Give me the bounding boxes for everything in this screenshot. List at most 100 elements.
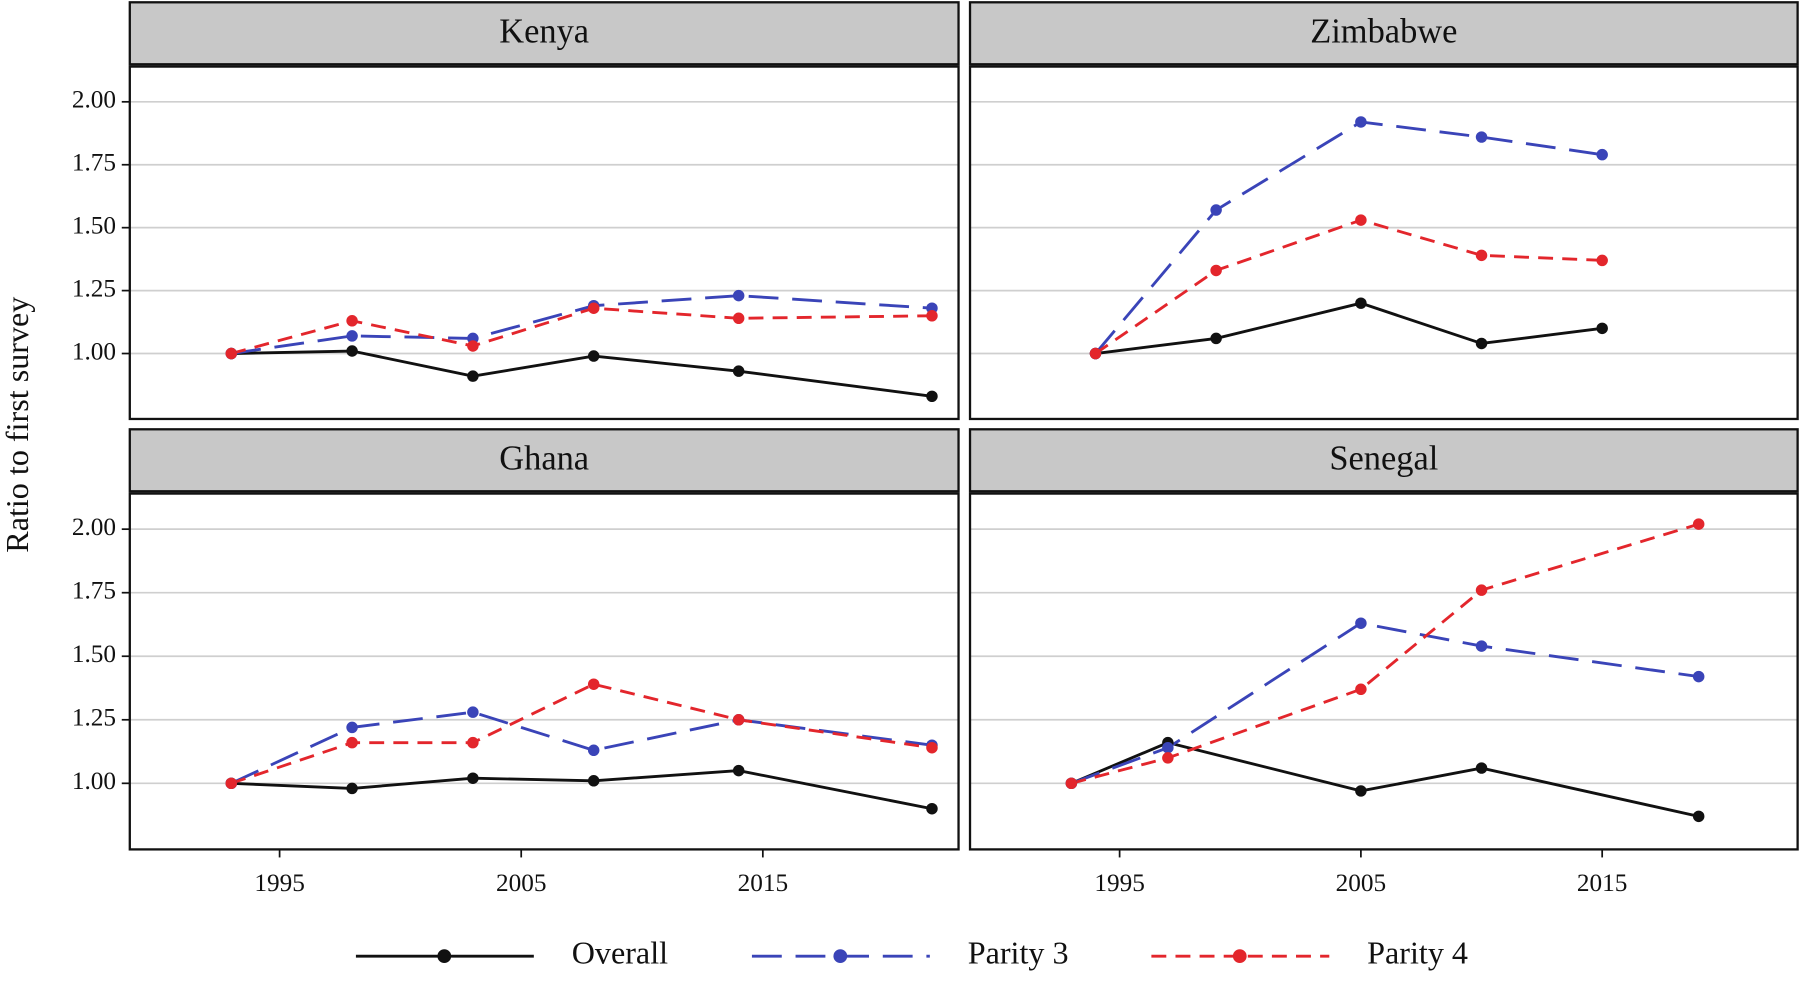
point <box>732 289 745 302</box>
y-tick-label: 1.75 <box>72 149 116 177</box>
panel-title: Ghana <box>499 439 589 477</box>
y-axis-label: Ratio to first survey <box>0 297 35 553</box>
point <box>1355 214 1367 226</box>
strip <box>128 1 960 66</box>
point <box>467 706 479 718</box>
panel-border <box>968 65 1799 421</box>
point <box>1475 131 1488 143</box>
x-tick-label: 2015 <box>1577 869 1628 897</box>
point <box>732 764 745 777</box>
point <box>926 742 938 754</box>
series-line <box>231 769 933 811</box>
point <box>926 310 938 322</box>
x-tick-label: 1995 <box>254 869 305 897</box>
y-tick-label: 1.50 <box>72 640 116 668</box>
panel-title: Senegal <box>1329 439 1438 477</box>
legend-marker <box>833 949 848 964</box>
point <box>1089 347 1102 360</box>
point <box>587 302 600 314</box>
point <box>1355 297 1367 309</box>
point <box>587 775 600 787</box>
point <box>587 744 600 757</box>
point <box>1692 810 1705 823</box>
series-line <box>1070 522 1700 785</box>
point <box>467 772 479 784</box>
point <box>1355 617 1367 629</box>
point <box>1210 332 1222 345</box>
x-tick-label: 2005 <box>496 869 547 897</box>
point <box>1596 148 1608 161</box>
point <box>1475 762 1488 774</box>
point <box>346 315 358 327</box>
panel-border <box>968 492 1799 851</box>
y-tick-label: 1.00 <box>72 337 116 365</box>
series-line <box>230 710 933 785</box>
strip <box>128 428 960 493</box>
panel-border <box>128 65 960 421</box>
point <box>1692 670 1705 683</box>
panel-title: Zimbabwe <box>1310 12 1457 50</box>
panel <box>129 493 959 850</box>
y-tick-label: 2.00 <box>72 86 116 114</box>
legend-marker <box>437 949 452 964</box>
point <box>926 803 938 815</box>
x-tick-label: 2015 <box>738 869 789 897</box>
y-tick-label: 1.25 <box>72 704 116 732</box>
y-tick-label: 1.75 <box>72 576 116 604</box>
legend-label: Parity 3 <box>968 935 1069 971</box>
point <box>732 365 745 377</box>
point <box>1162 742 1174 754</box>
panel <box>970 493 1798 850</box>
point <box>225 347 238 360</box>
y-tick-label: 1.50 <box>72 211 116 239</box>
point <box>1596 254 1608 267</box>
point <box>346 721 358 734</box>
legend-marker <box>1232 949 1247 964</box>
point <box>346 330 358 342</box>
series-line <box>230 682 933 785</box>
point <box>1475 337 1488 350</box>
point <box>1355 785 1367 797</box>
point <box>346 345 358 357</box>
x-tick-label: 1995 <box>1094 869 1145 897</box>
point <box>732 714 745 726</box>
point <box>926 390 938 403</box>
point <box>1210 264 1222 277</box>
point <box>1355 116 1367 128</box>
point <box>225 777 238 790</box>
point <box>1475 584 1488 596</box>
point <box>587 350 600 362</box>
legend-label: Overall <box>572 935 668 971</box>
series-line <box>231 349 933 398</box>
point <box>467 340 479 352</box>
point <box>346 736 358 749</box>
point <box>1692 518 1705 530</box>
y-tick-label: 1.00 <box>72 767 116 795</box>
point <box>346 782 358 795</box>
x-tick-label: 2005 <box>1336 869 1387 897</box>
point <box>1355 683 1367 696</box>
y-tick-label: 2.00 <box>72 513 116 541</box>
point <box>1596 322 1608 335</box>
panel <box>970 66 1798 419</box>
panel-border <box>128 492 960 851</box>
point <box>1475 640 1488 652</box>
point <box>1475 249 1488 262</box>
point <box>1210 204 1222 216</box>
panel <box>129 66 959 419</box>
point <box>587 678 600 690</box>
y-tick-label: 1.25 <box>72 274 116 302</box>
legend-label: Parity 4 <box>1367 935 1468 971</box>
point <box>467 736 479 749</box>
series-line <box>230 306 932 355</box>
point <box>1065 777 1078 790</box>
strip <box>968 1 1799 66</box>
point <box>467 370 479 382</box>
point <box>1162 752 1174 764</box>
series-line <box>231 294 933 355</box>
panel-title: Kenya <box>499 12 589 50</box>
point <box>732 312 745 325</box>
strip <box>968 428 1799 493</box>
